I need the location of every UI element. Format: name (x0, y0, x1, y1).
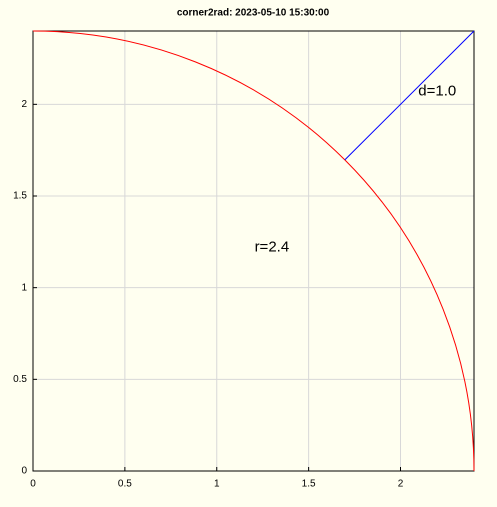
x-tick-label: 1.5 (302, 479, 316, 490)
y-tick-label: 1 (21, 282, 27, 293)
y-tick-label: 1.5 (13, 191, 27, 202)
line (344, 30, 475, 161)
annotation: r=2.4 (255, 238, 290, 255)
axes-box (32, 30, 475, 472)
x-tick-label: 0 (30, 479, 36, 490)
x-tick-label: 0.5 (118, 479, 132, 490)
chart-title: corner2rad: 2023-05-10 15:30:00 (177, 8, 330, 19)
y-tick-label: 2 (21, 99, 27, 110)
x-tick-label: 1 (214, 479, 220, 490)
y-tick-label: 0 (21, 466, 27, 477)
y-tick-label: 0.5 (13, 374, 27, 385)
x-tick-label: 2 (398, 479, 404, 490)
annotation: d=1.0 (418, 82, 456, 99)
